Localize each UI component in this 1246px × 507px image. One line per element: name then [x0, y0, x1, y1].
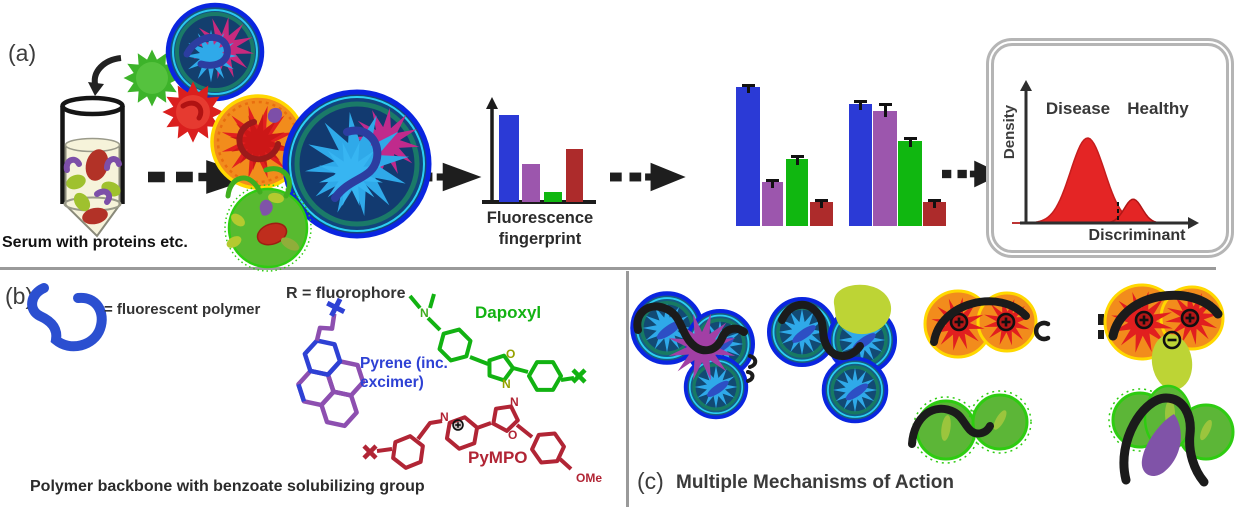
pyrene-label-line2: excimer): [360, 373, 424, 391]
dapoxyl-oxazole-n: N: [502, 377, 511, 391]
polymer-thread: [908, 404, 994, 448]
error-bar: [903, 137, 917, 147]
curved-arrow: [91, 55, 122, 85]
panel-c-label: (c): [637, 468, 664, 494]
density-plot: [1012, 80, 1199, 229]
fluorophore-structures: N O N N N O OMe: [270, 293, 602, 485]
error-bar: [854, 100, 867, 110]
mechanism-green-pair: [908, 390, 1032, 464]
error-bar: [928, 199, 941, 208]
serum-polymer-complexes-illustration: [210, 89, 432, 272]
sample-patterns-chart: [728, 80, 958, 230]
dapoxyl-oxazole-o: O: [506, 347, 515, 361]
fingerprint-axes: [482, 97, 596, 204]
polymer-legend: = fluorescent polymer: [104, 301, 261, 318]
pympo-pyridinium-n: N: [440, 410, 449, 424]
panel-divider-vertical: [626, 271, 629, 507]
pyrene-label: Pyrene (inc. excimer): [360, 355, 455, 392]
pympo-ome-label: OMe: [576, 471, 602, 485]
error-bar: [790, 155, 804, 165]
error-bar: [741, 84, 755, 93]
panel-divider-horizontal: [0, 267, 1216, 270]
sample2-bar-red: [923, 199, 946, 226]
serum-tube-illustration: [60, 95, 125, 238]
pyrene-label-line1: Pyrene (inc.: [360, 355, 448, 372]
fingerprint-bar-green: [544, 192, 562, 202]
positive-charge-icon: [1134, 310, 1154, 330]
positive-charge-icon: [996, 312, 1016, 332]
fingerprint-bar-red: [566, 149, 583, 202]
fingerprint-caption: Fluorescence fingerprint: [468, 208, 612, 249]
fluorescent-polymer-squiggle: [27, 283, 107, 352]
pympo-oxazole-n: N: [510, 395, 519, 409]
positive-charge-icon: [1180, 308, 1200, 328]
polymer-thread: [1108, 290, 1223, 341]
polymer-complex-illustration: [88, 2, 265, 143]
polymer-thread: [778, 301, 864, 360]
error-bar: [815, 199, 828, 208]
mechanisms-illustration: [630, 283, 1235, 487]
blue-complex-large: [282, 89, 432, 239]
mechanism-cationic-anion: [1098, 283, 1225, 390]
polymer-thread: [633, 302, 748, 355]
disease-density-curve: [1012, 137, 1192, 224]
backbone-caption: Polymer backbone with benzoate solubiliz…: [30, 478, 425, 495]
fingerprint-bar-blue: [499, 115, 519, 202]
dapoxyl-structure: N O N: [408, 293, 585, 392]
sample2-bar-purple: [873, 103, 897, 226]
dapoxyl-label: Dapoxyl: [475, 303, 542, 322]
mechanism-micelle-purple: [632, 293, 758, 417]
panel-a-label: (a): [8, 40, 37, 66]
pyrene-structure: [277, 299, 377, 435]
sample-pattern-1-group: [728, 80, 838, 230]
dapoxyl-amine-n: N: [420, 306, 429, 320]
panel-c-title: Multiple Mechanisms of Action: [676, 472, 954, 493]
density-ylabel: Density: [1001, 104, 1018, 160]
dashed-arrow-3: [610, 162, 686, 192]
sample1-bar-blue: [736, 84, 760, 226]
sample2-bar-blue: [849, 100, 872, 226]
sample1-bar-purple: [762, 179, 783, 226]
sample-pattern-2-group: [841, 80, 951, 230]
sample1-bar-green: [786, 155, 808, 226]
mechanism-cationic-pair: [923, 289, 1051, 359]
green-complex: [224, 166, 312, 272]
serum-caption: Serum with proteins etc.: [2, 234, 188, 251]
pympo-oxazole-o: O: [508, 428, 517, 442]
discriminant-xlabel: Discriminant: [1088, 227, 1186, 244]
sample1-bar-red: [810, 199, 833, 226]
blue-polymer-complex: [165, 2, 265, 102]
serum-proteins: [63, 149, 122, 225]
pympo-structure: N N O OMe: [364, 395, 602, 485]
fingerprint-caption-line1: Fluorescence: [486, 209, 594, 227]
fingerprint-caption-line2: fingerprint: [498, 229, 582, 248]
fingerprint-bar-purple: [522, 164, 540, 202]
analyte-blob: [1141, 414, 1181, 477]
disease-label: Disease: [1045, 99, 1111, 118]
mechanism-micelle-yellow: [769, 284, 895, 422]
mechanism-green-purple: [1108, 384, 1235, 487]
sample2-bar-green: [898, 137, 922, 226]
polymer-thread: [1119, 393, 1209, 487]
r-fluorophore-legend: R = fluorophore: [286, 285, 406, 302]
polymer-thread: [930, 297, 1030, 346]
red-polymer-blob: [162, 81, 224, 143]
green-polymer-blob: [123, 49, 181, 107]
pympo-label: PyMPO: [468, 448, 528, 467]
healthy-label: Healthy: [1127, 99, 1189, 118]
analyte-blob: [1151, 334, 1193, 390]
analyte-blob: [833, 284, 892, 335]
error-bar: [878, 103, 892, 117]
error-bar: [766, 179, 779, 188]
fluorescence-fingerprint-chart: Fluorescence fingerprint: [478, 96, 602, 248]
